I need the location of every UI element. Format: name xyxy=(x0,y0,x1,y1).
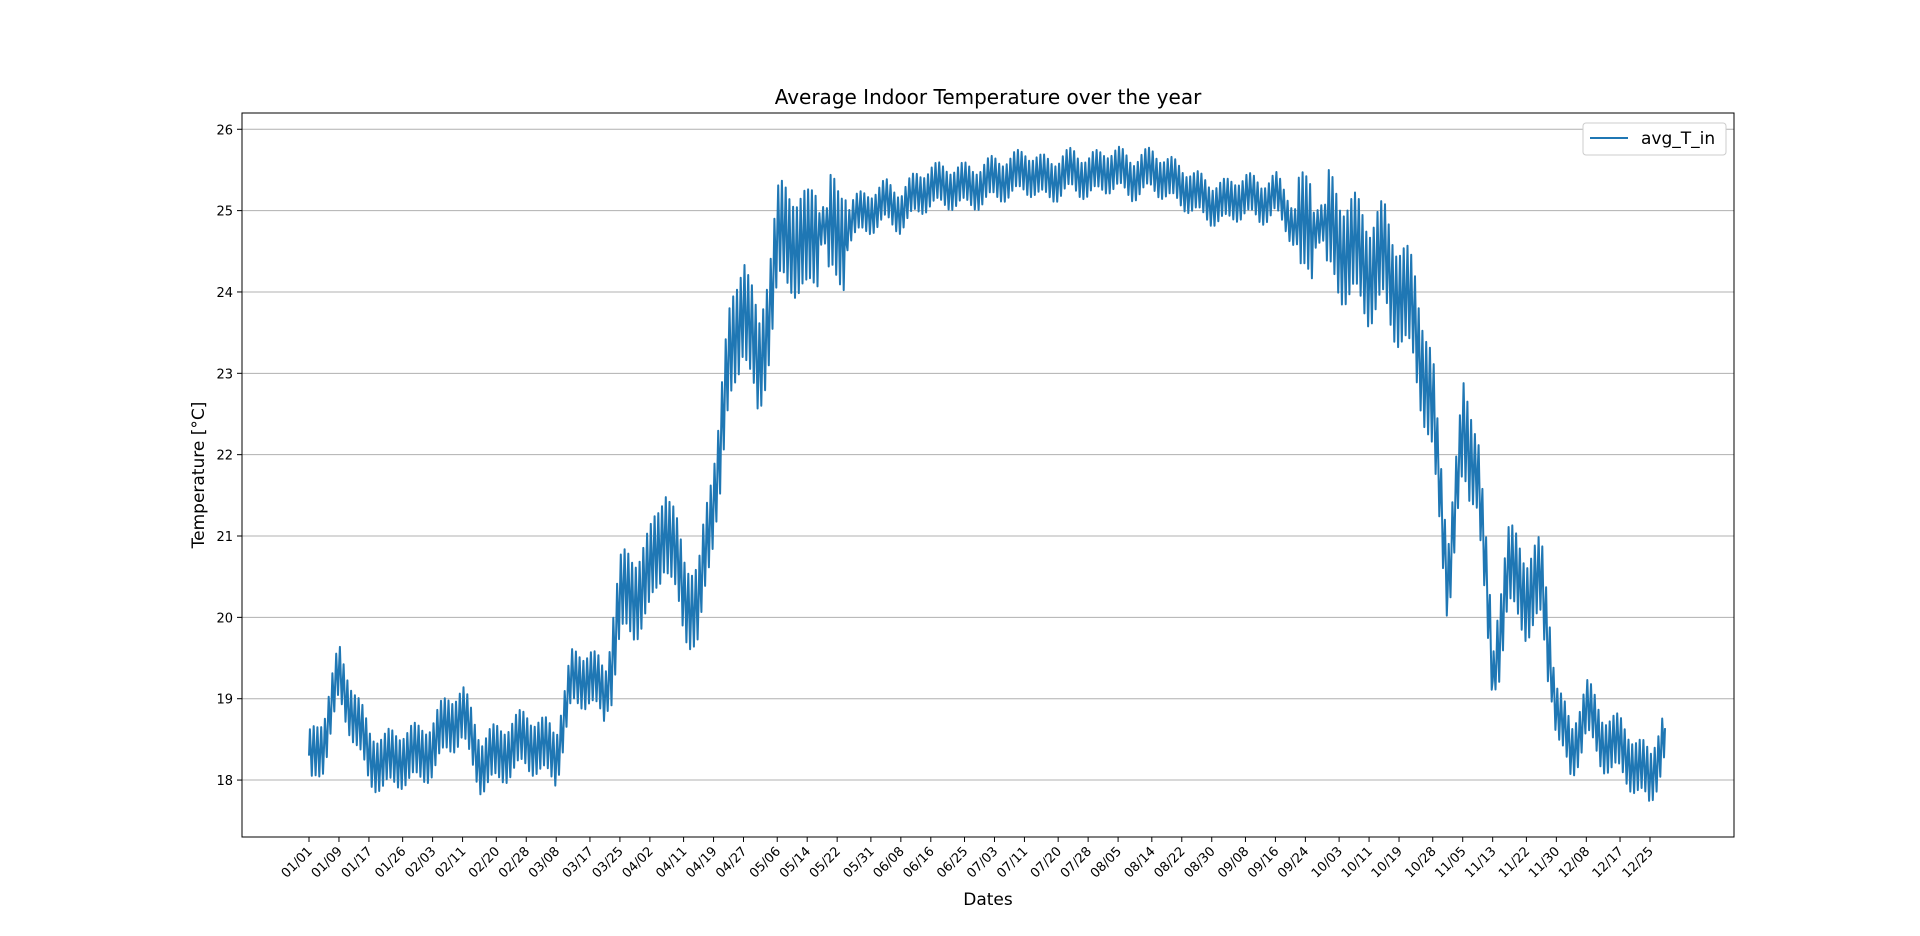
y-axis: 18 19 20 21 22 23 24 25 26 xyxy=(216,123,242,789)
plot-frame xyxy=(241,112,1735,838)
series-line-avg_T_in xyxy=(308,145,1666,802)
grid-lines xyxy=(242,128,1734,781)
y-tick-label: 26 xyxy=(216,123,233,138)
y-tick-label: 18 xyxy=(216,774,233,789)
y-tick-label: 23 xyxy=(216,367,233,382)
y-tick-label: 21 xyxy=(216,530,233,545)
y-tick-label: 22 xyxy=(216,449,233,464)
x-axis-label: Dates xyxy=(963,890,1013,910)
y-tick-label: 24 xyxy=(216,286,233,301)
legend-box xyxy=(1582,122,1727,156)
series-layer xyxy=(308,145,1666,802)
y-tick-label: 20 xyxy=(216,611,233,626)
legend: avg_T_in xyxy=(1582,122,1727,156)
y-tick-label: 19 xyxy=(216,693,233,708)
y-axis-label: Temperature [°C] xyxy=(189,402,209,550)
legend-label: avg_T_in xyxy=(1641,129,1715,149)
y-tick-label: 25 xyxy=(216,205,233,220)
chart-title: Average Indoor Temperature over the year xyxy=(775,85,1202,109)
